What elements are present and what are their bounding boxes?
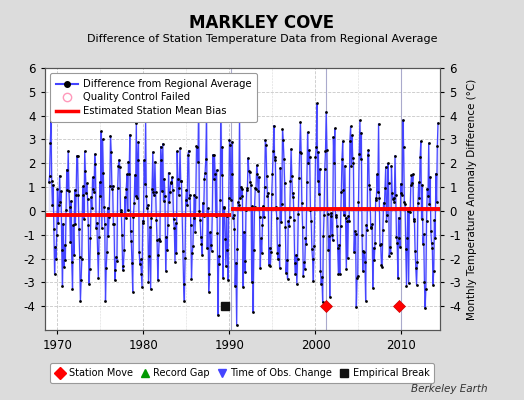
Text: Berkeley Earth: Berkeley Earth — [411, 384, 487, 394]
Text: Difference of Station Temperature Data from Regional Average: Difference of Station Temperature Data f… — [87, 34, 437, 44]
Text: MARKLEY COVE: MARKLEY COVE — [190, 14, 334, 32]
Legend: Station Move, Record Gap, Time of Obs. Change, Empirical Break: Station Move, Record Gap, Time of Obs. C… — [50, 363, 434, 383]
Y-axis label: Monthly Temperature Anomaly Difference (°C): Monthly Temperature Anomaly Difference (… — [466, 78, 477, 320]
